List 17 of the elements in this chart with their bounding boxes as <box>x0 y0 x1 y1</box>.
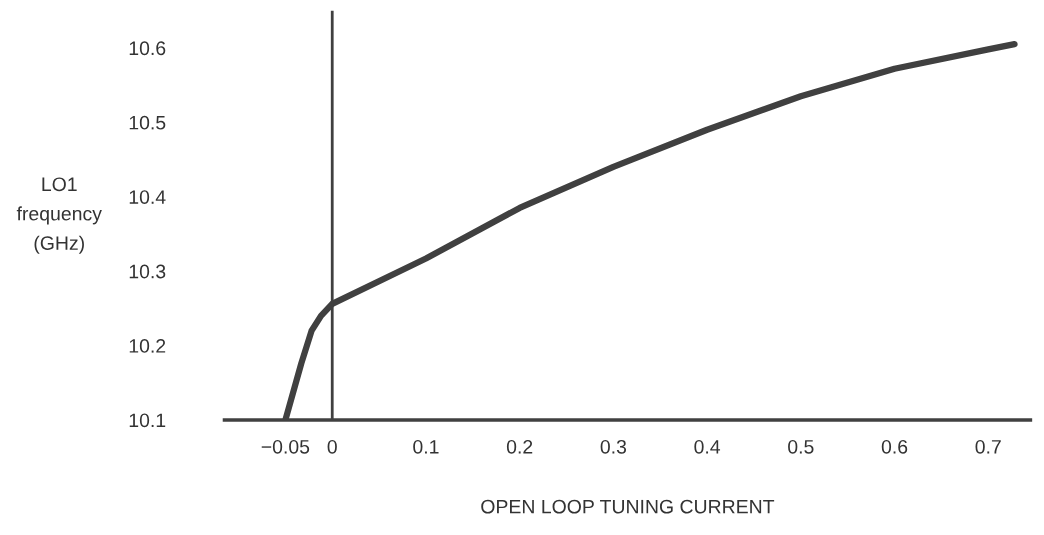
y-tick-label: 10.3 <box>129 264 166 279</box>
x-tick-label: −0.05 <box>261 439 310 454</box>
y-axis-title: LO1 frequency (GHz) <box>16 177 102 254</box>
y-tick-label: 10.6 <box>129 41 166 56</box>
x-axis-title: OPEN LOOP TUNING CURRENT <box>481 499 775 514</box>
x-tick-label: 0.5 <box>788 439 814 454</box>
x-tick-label: 0 <box>327 439 337 454</box>
y-tick-label: 10.4 <box>129 190 166 204</box>
y-tick-label: 10.1 <box>129 413 166 428</box>
y-tick-label: 10.5 <box>129 115 166 130</box>
x-tick-label: 0.6 <box>881 439 908 454</box>
x-tick-label: 0.7 <box>975 439 1001 454</box>
y-tick-label: 10.2 <box>129 339 166 353</box>
x-tick-label: 0.1 <box>413 439 439 454</box>
x-tick-label: 0.2 <box>506 439 533 454</box>
x-tick-label: 0.4 <box>694 439 721 454</box>
x-tick-label: 0.3 <box>600 439 627 454</box>
